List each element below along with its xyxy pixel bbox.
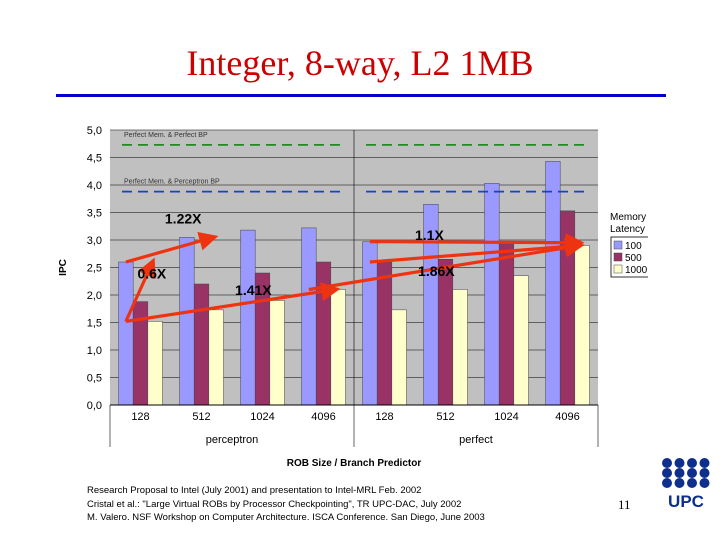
x-group-label: perceptron <box>206 434 259 446</box>
bar <box>270 301 285 406</box>
bar <box>148 321 163 405</box>
y-tick-label: 5,0 <box>87 125 102 137</box>
speedup-annotation: 0.6X <box>137 266 166 282</box>
legend-entry: 500 <box>625 253 642 264</box>
bar <box>194 284 209 405</box>
annotation-arrow <box>370 242 580 243</box>
bar <box>575 246 590 406</box>
y-tick-label: 0,5 <box>87 373 102 385</box>
logo-dot <box>675 458 685 468</box>
logo-dot <box>687 468 697 478</box>
speedup-annotation: 1.86X <box>418 263 455 279</box>
bar <box>499 244 514 405</box>
y-tick-label: 2,0 <box>87 290 102 302</box>
bar <box>560 211 575 405</box>
logo-dot <box>700 468 710 478</box>
speedup-annotation: 1.41X <box>235 282 272 298</box>
bar <box>485 183 500 405</box>
logo-dot <box>675 478 685 488</box>
footer-line: Research Proposal to Intel (July 2001) a… <box>87 484 485 498</box>
bar <box>209 310 224 405</box>
x-tick-label: 4096 <box>555 411 579 423</box>
y-tick-label: 1,5 <box>87 318 102 330</box>
bar <box>363 242 378 405</box>
upc-logo: UPC <box>660 457 712 509</box>
x-tick-label: 512 <box>192 411 210 423</box>
x-tick-label: 128 <box>131 411 149 423</box>
footer-citation: Research Proposal to Intel (July 2001) a… <box>87 484 485 525</box>
x-group-label: perfect <box>459 434 493 446</box>
speedup-annotation: 1.1X <box>415 227 444 243</box>
y-axis-title: IPC <box>58 259 69 276</box>
logo-dot <box>662 478 672 488</box>
legend-swatch <box>614 253 622 261</box>
legend-entry: 100 <box>625 241 642 252</box>
bar <box>453 290 468 406</box>
legend-title: Memory <box>610 212 646 223</box>
legend-swatch <box>614 265 622 273</box>
logo-dot <box>662 468 672 478</box>
reference-line-label: Perfect Mem. & Perfect BP <box>124 132 208 139</box>
y-tick-label: 0,0 <box>87 400 102 412</box>
reference-line-label: Perfect Mem. & Perceptron BP <box>124 179 220 186</box>
y-tick-label: 4,0 <box>87 180 102 192</box>
logo-dot <box>662 458 672 468</box>
footer-line: Cristal et al.: "Large Virtual ROBs by P… <box>87 498 485 512</box>
bar <box>392 310 407 405</box>
speedup-annotation: 1.22X <box>165 211 202 227</box>
y-tick-label: 3,0 <box>87 235 102 247</box>
legend-swatch <box>614 241 622 249</box>
logo-dot <box>687 478 697 488</box>
x-axis-title: ROB Size / Branch Predictor <box>287 458 422 469</box>
bar <box>546 161 561 405</box>
footer-line: M. Valero. NSF Workshop on Computer Arch… <box>87 511 485 525</box>
bar <box>438 259 453 405</box>
logo-dot <box>700 478 710 488</box>
bar <box>316 262 331 405</box>
bar <box>302 228 317 405</box>
bar <box>331 290 346 406</box>
title-underline <box>56 94 666 97</box>
bar <box>514 276 529 405</box>
bar <box>377 262 392 405</box>
logo-dot <box>675 468 685 478</box>
page-number: 11 <box>618 497 631 513</box>
bar <box>119 262 134 405</box>
legend-title: Latency <box>610 224 645 235</box>
legend-entry: 1000 <box>625 265 648 276</box>
y-tick-label: 1,0 <box>87 345 102 357</box>
logo-dot <box>687 458 697 468</box>
logo-text: UPC <box>668 492 704 509</box>
y-tick-label: 3,5 <box>87 208 102 220</box>
x-tick-label: 1024 <box>250 411 274 423</box>
x-tick-label: 1024 <box>494 411 518 423</box>
logo-dot <box>700 458 710 468</box>
x-tick-label: 512 <box>436 411 454 423</box>
ipc-bar-chart: 0,0 0,5 1,0 1,5 2,0 2,5 3,0 3,5 4,0 4,5 5,0 Perfect… <box>48 118 648 473</box>
y-tick-label: 2,5 <box>87 263 102 275</box>
slide-title: Integer, 8-way, L2 1MB <box>0 42 720 84</box>
x-tick-label: 4096 <box>311 411 335 423</box>
bar <box>241 230 256 405</box>
x-tick-label: 128 <box>375 411 393 423</box>
y-tick-label: 4,5 <box>87 153 102 165</box>
bar <box>180 237 195 405</box>
